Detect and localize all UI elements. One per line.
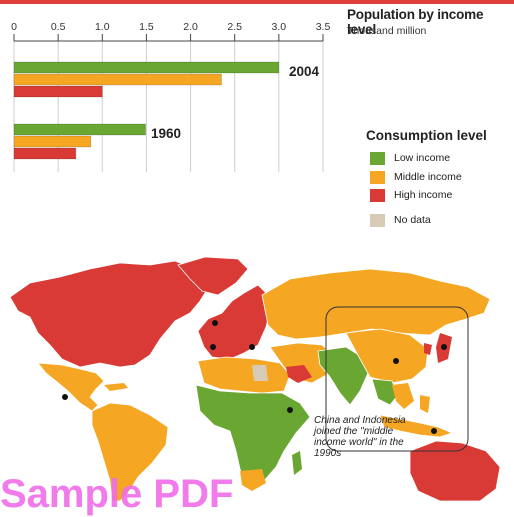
bar-1960-high-income [13,147,77,160]
region-north-africa [197,356,291,394]
tick-label: 1.5 [139,21,154,33]
category-label-1960: 1960 [151,126,182,141]
tick-label: 3.5 [316,21,331,33]
top-accent-bar [0,0,514,4]
legend-item-middle-income: Middle income [370,170,462,184]
region-no-data-africa [252,365,268,381]
region-australia [409,440,501,501]
region-europe [197,284,271,360]
legend-title: Consumption level [366,128,487,143]
region-china [345,328,429,384]
population-bar-chart: 0 0.5 1.0 1.5 2.0 2.5 3.0 3.5 [11,21,330,172]
region-south-asia [317,346,369,406]
region-korea [424,343,432,355]
tick-label: 2.5 [227,21,242,33]
sample-watermark: Sample PDF [0,472,234,516]
region-sub-saharan-africa [195,384,311,488]
city-marker [441,344,447,350]
city-marker [249,344,255,350]
tick-label: 3.0 [272,21,287,33]
city-marker [212,320,218,326]
region-greenland [177,256,249,296]
world-income-map [9,256,501,501]
tick-label: 0.5 [51,21,66,33]
city-marker [287,407,293,413]
legend-item-high-income: High income [370,188,452,202]
region-philippines [420,395,430,413]
legend-label: High income [394,189,453,201]
legend-label: No data [394,214,431,226]
legend-label: Low income [394,152,451,164]
city-marker [431,428,437,434]
legend-swatch [370,213,385,227]
region-southern-africa [240,469,266,491]
region-madagascar [292,451,302,475]
bar-2004-middle-income [13,73,222,86]
chart-tick-labels: 0 0.5 1.0 1.5 2.0 2.5 3.0 3.5 [11,21,330,33]
region-russia [261,268,491,340]
region-gulf-high [286,365,312,383]
region-indochina [392,383,414,409]
legend-swatch [370,151,385,165]
city-marker [210,344,216,350]
bar-2004-low-income [13,61,280,74]
bar-2004-high-income [13,85,103,98]
legend-item-low-income: Low income [370,151,450,165]
chart-bars [13,61,280,160]
tick-label: 2.0 [183,21,198,33]
region-caribbean [104,383,128,391]
tick-label: 0 [11,21,17,33]
legend-swatch [370,170,385,184]
chart-subtitle: Thousand million [347,25,427,37]
region-southeast-asia [371,378,399,406]
tick-label: 1.0 [95,21,110,33]
bar-1960-middle-income [13,135,92,148]
city-marker [62,394,68,400]
region-mexico [37,362,105,412]
bar-1960-low-income [13,123,146,136]
region-south-america [91,402,169,501]
region-north-america [9,260,211,368]
legend-swatch [370,188,385,202]
city-marker [393,358,399,364]
legend-label: Middle income [394,171,462,183]
highlight-box [325,306,469,452]
category-label-2004: 2004 [289,64,320,79]
legend-item-no-data: No data [370,213,431,227]
map-annotation: China and Indonesia joined the "middle i… [314,415,406,459]
chart-title: Population by income level [347,7,484,37]
